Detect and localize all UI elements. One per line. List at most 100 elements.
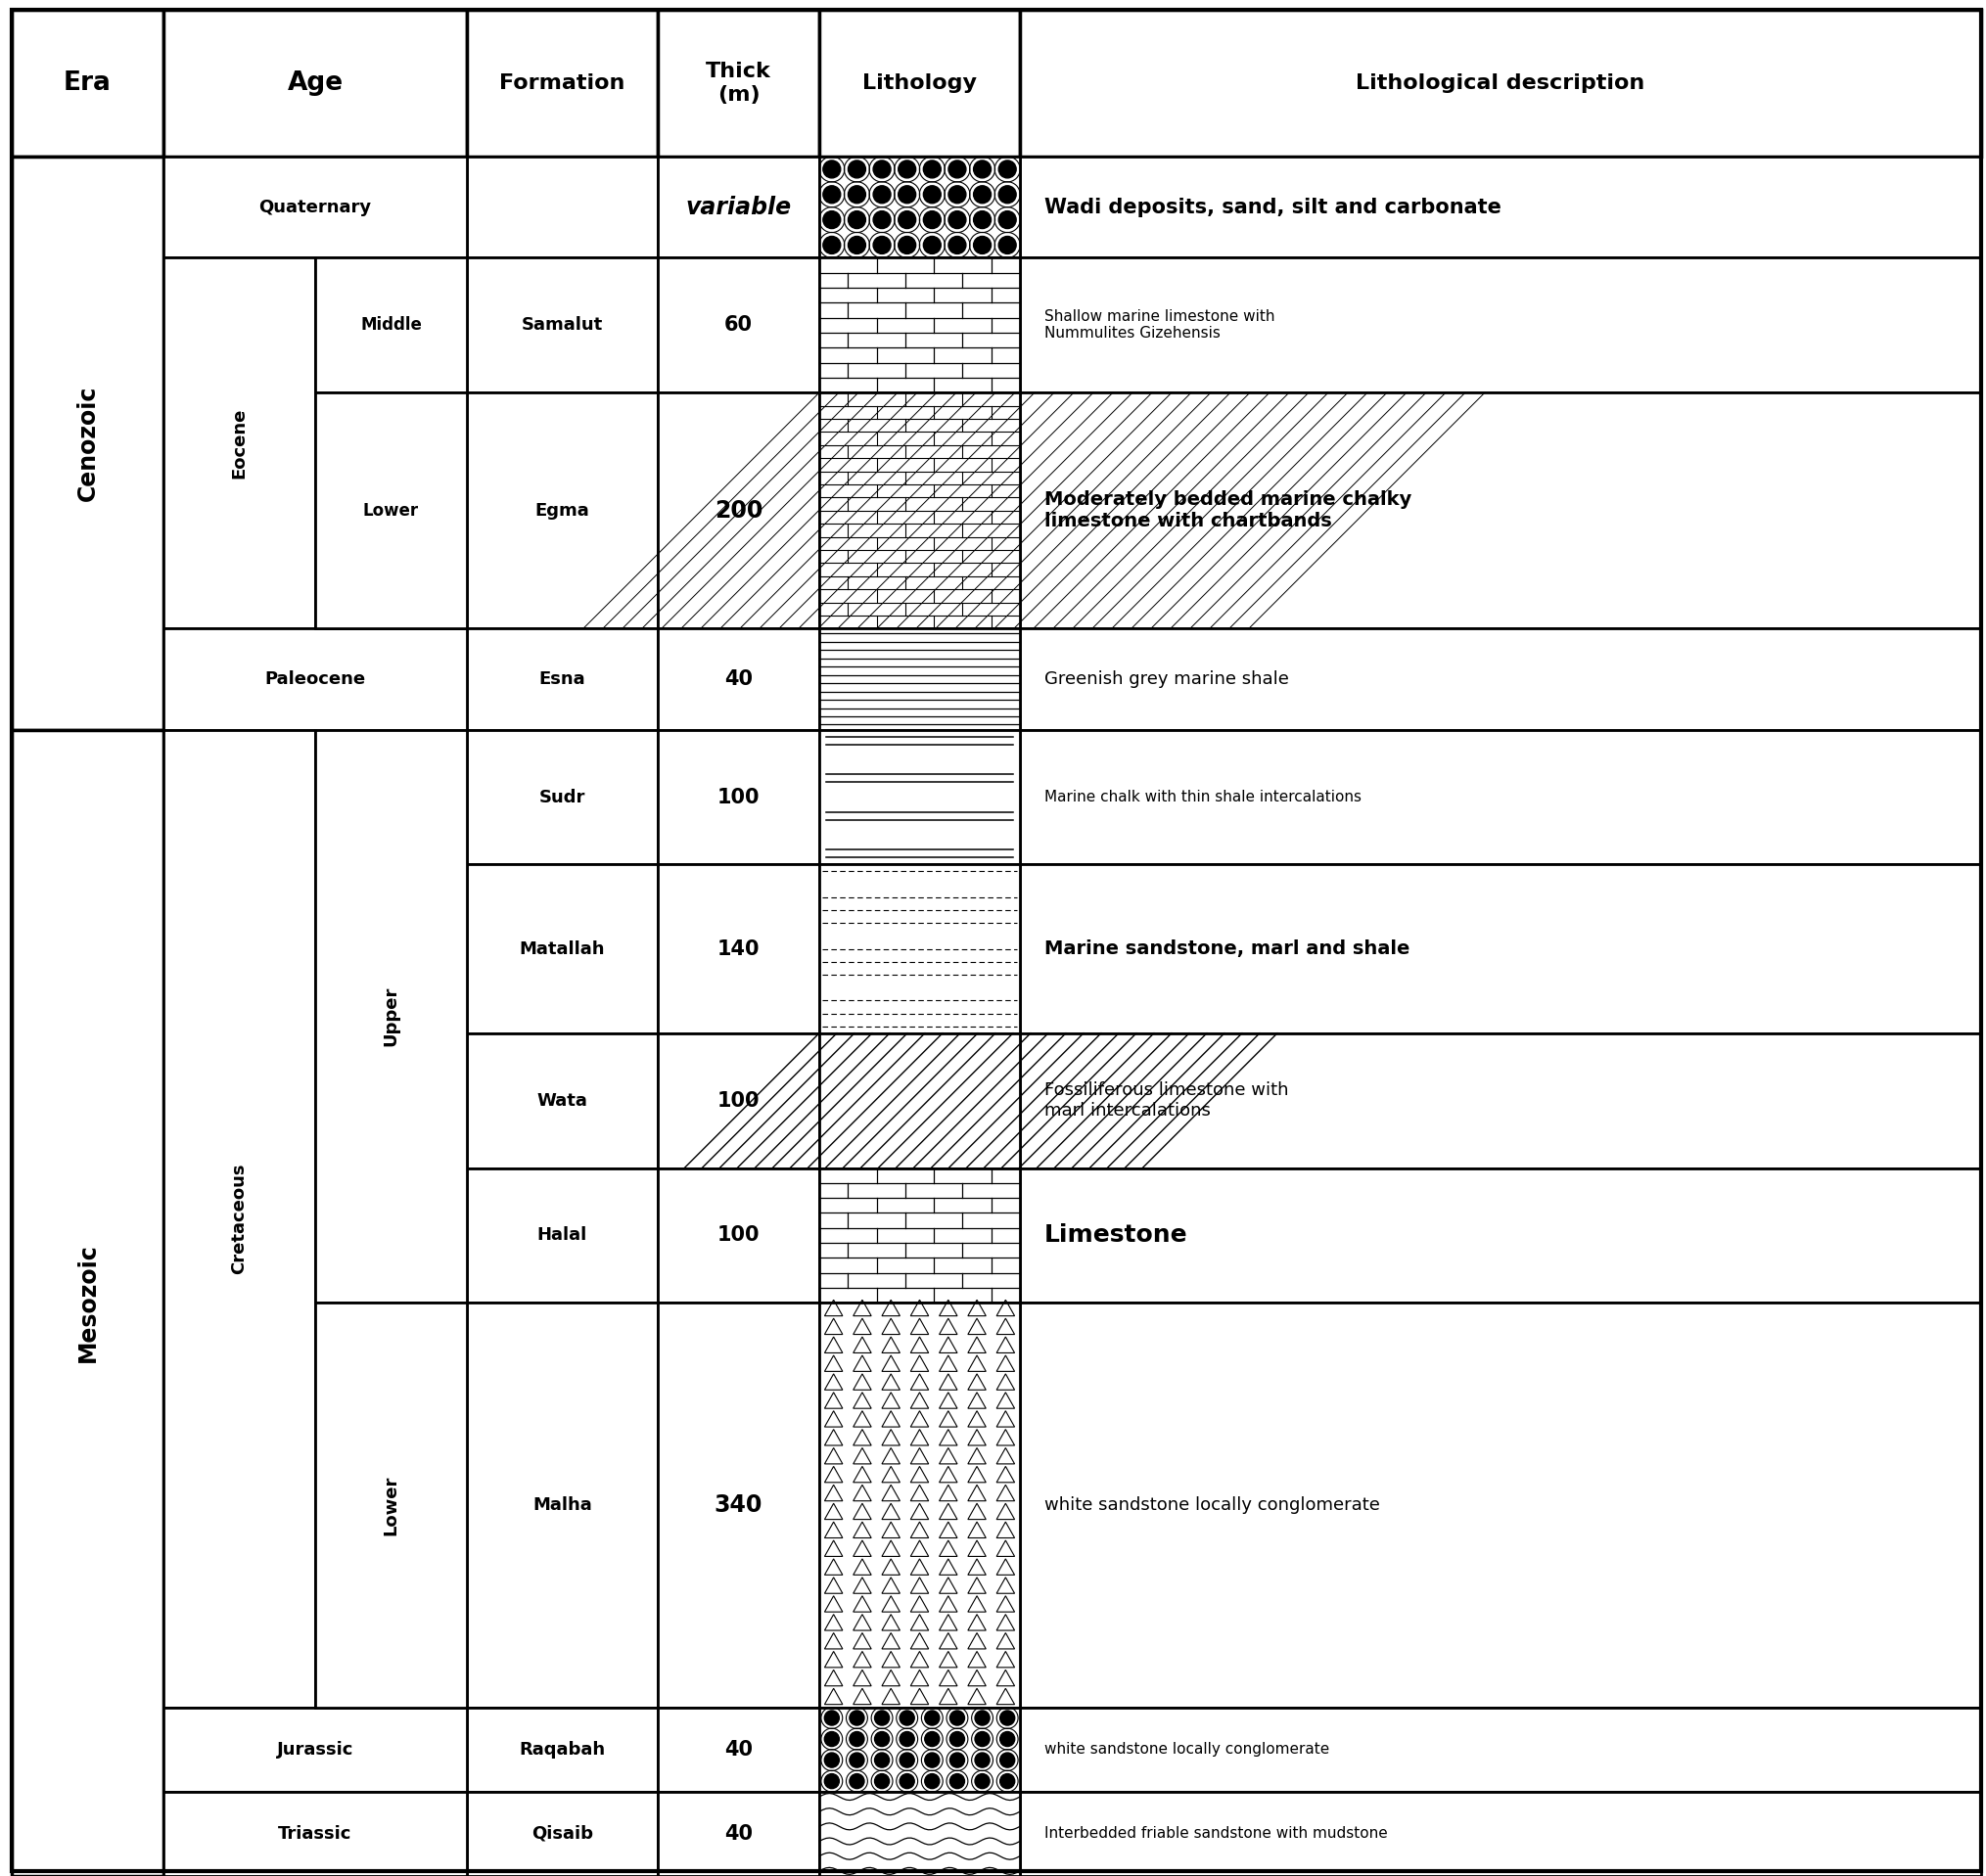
- Text: Lithology: Lithology: [862, 73, 977, 94]
- Circle shape: [850, 1752, 864, 1767]
- Circle shape: [999, 161, 1017, 178]
- Text: Samalut: Samalut: [522, 317, 604, 334]
- Text: Era: Era: [64, 71, 111, 96]
- Bar: [467, 865, 657, 1034]
- Text: variable: variable: [685, 195, 792, 219]
- Text: Qisaib: Qisaib: [532, 1825, 594, 1842]
- Circle shape: [900, 1775, 914, 1788]
- Bar: [820, 730, 1021, 865]
- Circle shape: [874, 161, 892, 178]
- Text: 100: 100: [717, 1090, 761, 1111]
- Bar: [467, 156, 657, 257]
- Circle shape: [850, 1711, 864, 1726]
- Circle shape: [925, 1732, 939, 1747]
- Bar: [467, 257, 657, 392]
- Text: 40: 40: [725, 1823, 753, 1844]
- Bar: [1021, 156, 1982, 257]
- Bar: [1021, 865, 1982, 1034]
- Bar: [12, 156, 163, 730]
- Bar: [316, 392, 467, 628]
- Circle shape: [850, 1775, 864, 1788]
- Text: Cretaceous: Cretaceous: [230, 1163, 248, 1274]
- Text: Shallow marine limestone with
Nummulites Gizehensis: Shallow marine limestone with Nummulites…: [1045, 310, 1275, 341]
- Circle shape: [822, 161, 840, 178]
- Bar: [12, 730, 163, 1876]
- Bar: [657, 257, 820, 392]
- Bar: [12, 9, 163, 156]
- Circle shape: [975, 1732, 989, 1747]
- Text: Cenozoic: Cenozoic: [75, 385, 99, 501]
- Circle shape: [850, 1732, 864, 1747]
- Bar: [657, 392, 820, 628]
- Text: 40: 40: [725, 670, 753, 688]
- Bar: [820, 9, 1021, 156]
- Circle shape: [898, 161, 916, 178]
- Bar: [316, 1302, 467, 1707]
- Text: 340: 340: [715, 1493, 763, 1518]
- Circle shape: [898, 210, 916, 229]
- Circle shape: [874, 186, 892, 203]
- Text: Upper: Upper: [381, 987, 399, 1047]
- Circle shape: [949, 236, 965, 253]
- Circle shape: [975, 1711, 989, 1726]
- Bar: [820, 156, 1021, 257]
- Circle shape: [923, 186, 941, 203]
- Text: Triassic: Triassic: [278, 1825, 352, 1842]
- Bar: [820, 1707, 1021, 1792]
- Bar: [163, 9, 467, 156]
- Bar: [163, 1707, 467, 1792]
- Text: 60: 60: [725, 315, 753, 336]
- Bar: [820, 1792, 1021, 1876]
- Circle shape: [923, 210, 941, 229]
- Bar: [1021, 1169, 1982, 1302]
- Circle shape: [900, 1711, 914, 1726]
- Bar: [1021, 392, 1982, 628]
- Bar: [820, 257, 1021, 392]
- Text: Middle: Middle: [359, 317, 421, 334]
- Circle shape: [848, 161, 866, 178]
- Bar: [467, 9, 657, 156]
- Text: Lithological description: Lithological description: [1356, 73, 1644, 94]
- Circle shape: [822, 236, 840, 253]
- Circle shape: [949, 1732, 965, 1747]
- Text: Limestone: Limestone: [1045, 1223, 1188, 1248]
- Bar: [316, 730, 467, 1302]
- Text: Malha: Malha: [532, 1497, 592, 1514]
- Bar: [657, 1792, 820, 1876]
- Text: Jurassic: Jurassic: [276, 1741, 354, 1758]
- Bar: [163, 257, 316, 628]
- Text: Wadi deposits, sand, silt and carbonate: Wadi deposits, sand, silt and carbonate: [1045, 197, 1501, 218]
- Circle shape: [999, 210, 1017, 229]
- Text: Wata: Wata: [536, 1092, 588, 1109]
- Text: Paleocene: Paleocene: [264, 670, 365, 688]
- Text: Thick
(m): Thick (m): [705, 62, 771, 105]
- Circle shape: [898, 186, 916, 203]
- Bar: [657, 156, 820, 257]
- Circle shape: [973, 236, 991, 253]
- Bar: [820, 865, 1021, 1034]
- Bar: [657, 730, 820, 865]
- Circle shape: [973, 186, 991, 203]
- Circle shape: [925, 1775, 939, 1788]
- Circle shape: [822, 186, 840, 203]
- Circle shape: [999, 186, 1017, 203]
- Bar: [467, 730, 657, 865]
- Bar: [657, 1707, 820, 1792]
- Text: 140: 140: [717, 940, 761, 959]
- Bar: [657, 1034, 820, 1169]
- Circle shape: [824, 1752, 840, 1767]
- Text: Lower: Lower: [381, 1475, 399, 1535]
- Bar: [316, 257, 467, 392]
- Bar: [467, 1707, 657, 1792]
- Text: Matallah: Matallah: [520, 940, 606, 957]
- Text: 40: 40: [725, 1739, 753, 1760]
- Text: Marine chalk with thin shale intercalations: Marine chalk with thin shale intercalati…: [1045, 790, 1362, 805]
- Text: white sandstone locally conglomerate: white sandstone locally conglomerate: [1045, 1497, 1380, 1514]
- Bar: [1021, 730, 1982, 865]
- Bar: [163, 628, 467, 730]
- Circle shape: [1001, 1775, 1015, 1788]
- Bar: [657, 1169, 820, 1302]
- Bar: [820, 1169, 1021, 1302]
- Circle shape: [900, 1732, 914, 1747]
- Text: Lower: Lower: [363, 501, 419, 520]
